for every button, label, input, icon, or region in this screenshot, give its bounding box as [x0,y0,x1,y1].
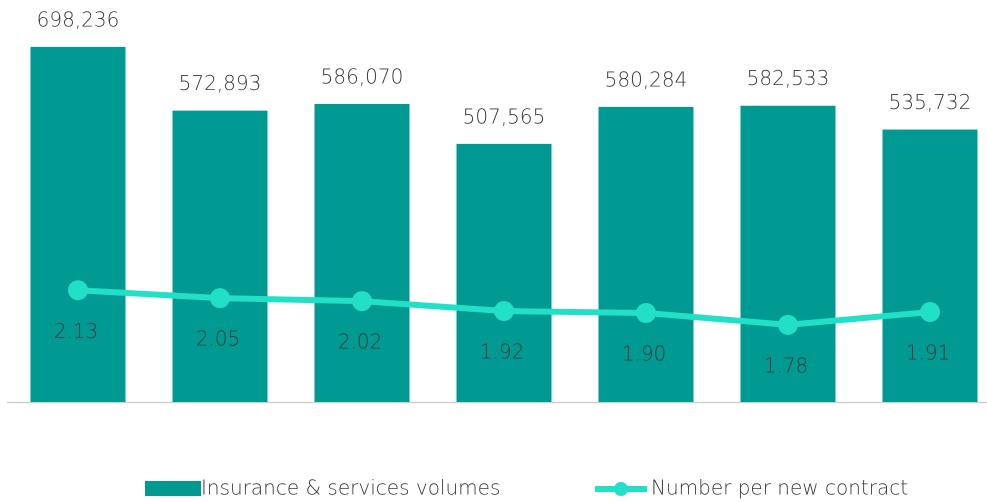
legend-swatch-point [614,482,628,496]
line-value-label: 1.78 [764,353,809,377]
line-point [494,301,514,322]
bar [314,103,410,403]
legend-label: Number per new contract [651,476,908,500]
bar [598,106,694,402]
bar [30,46,126,402]
bar-value-label: 507,565 [463,104,546,128]
bar-value-label: 535,732 [889,90,972,114]
line-value-label: 1.92 [480,340,525,364]
bar [172,110,268,402]
bar-value-label: 580,284 [605,67,688,91]
bar-value-label: 586,070 [321,64,404,88]
line-point [68,280,88,301]
line-point [210,288,230,309]
line-point [352,291,372,312]
line-point [778,314,798,335]
line-value-label: 1.90 [622,342,667,366]
line-value-label: 1.91 [906,341,951,365]
line-point [636,303,656,323]
bar-value-label: 698,236 [37,7,120,31]
bar [740,105,836,402]
bar [456,143,552,402]
bar-value-label: 582,533 [747,66,830,90]
line-point [920,302,940,323]
bar [882,129,978,403]
line-value-label: 2.05 [196,327,241,351]
legend-label: Insurance & services volumes [201,476,500,500]
line-value-label: 2.13 [54,319,99,343]
legend-swatch [145,481,201,496]
bar-value-label: 572,893 [179,71,262,95]
line-value-label: 2.02 [338,330,383,354]
